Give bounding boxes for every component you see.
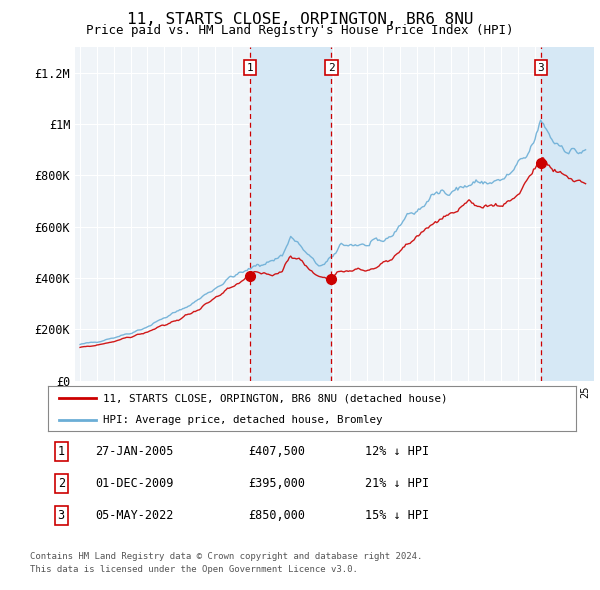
Text: £407,500: £407,500 (248, 445, 305, 458)
Text: Contains HM Land Registry data © Crown copyright and database right 2024.: Contains HM Land Registry data © Crown c… (30, 552, 422, 560)
Text: £395,000: £395,000 (248, 477, 305, 490)
Text: HPI: Average price, detached house, Bromley: HPI: Average price, detached house, Brom… (103, 415, 383, 425)
Text: 1: 1 (247, 63, 253, 73)
Text: £850,000: £850,000 (248, 509, 305, 522)
Text: Price paid vs. HM Land Registry's House Price Index (HPI): Price paid vs. HM Land Registry's House … (86, 24, 514, 37)
Text: 21% ↓ HPI: 21% ↓ HPI (365, 477, 429, 490)
Text: 12% ↓ HPI: 12% ↓ HPI (365, 445, 429, 458)
Text: 27-JAN-2005: 27-JAN-2005 (95, 445, 174, 458)
Text: 3: 3 (58, 509, 65, 522)
Text: 01-DEC-2009: 01-DEC-2009 (95, 477, 174, 490)
Text: 2: 2 (58, 477, 65, 490)
Text: This data is licensed under the Open Government Licence v3.0.: This data is licensed under the Open Gov… (30, 565, 358, 574)
Text: 1: 1 (58, 445, 65, 458)
Text: 11, STARTS CLOSE, ORPINGTON, BR6 8NU: 11, STARTS CLOSE, ORPINGTON, BR6 8NU (127, 12, 473, 27)
Text: 11, STARTS CLOSE, ORPINGTON, BR6 8NU (detached house): 11, STARTS CLOSE, ORPINGTON, BR6 8NU (de… (103, 394, 448, 404)
Text: 3: 3 (538, 63, 544, 73)
Bar (541, 47, 594, 381)
Bar (541, 47, 594, 381)
Text: 05-MAY-2022: 05-MAY-2022 (95, 509, 174, 522)
Text: 2: 2 (328, 63, 335, 73)
Bar (250, 47, 331, 381)
Text: 15% ↓ HPI: 15% ↓ HPI (365, 509, 429, 522)
